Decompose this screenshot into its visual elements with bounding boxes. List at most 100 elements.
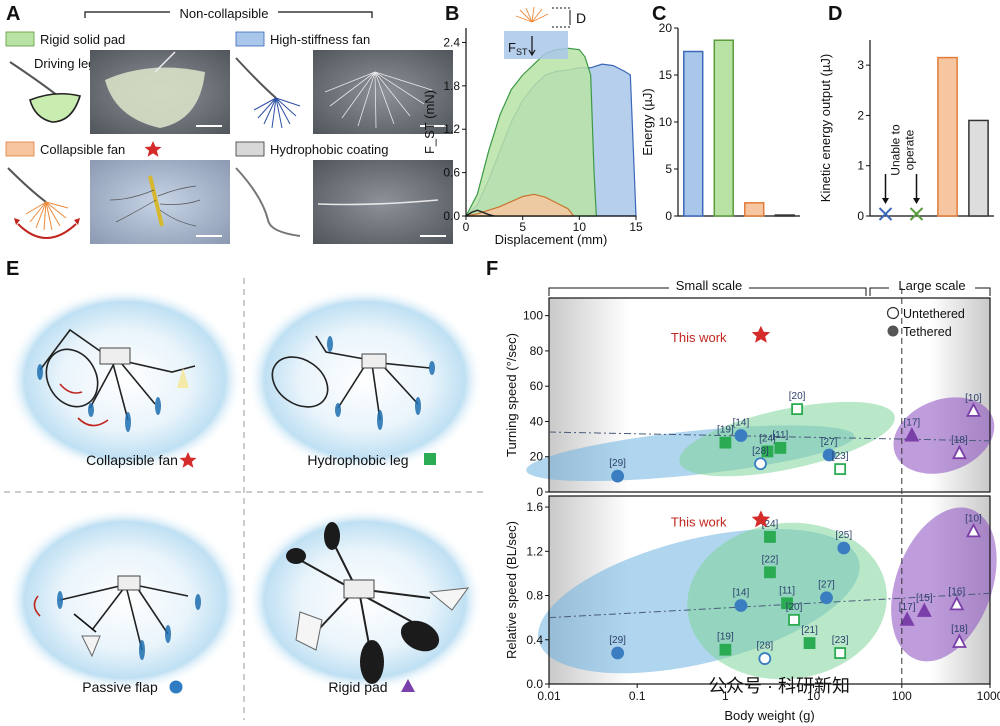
y-tick-label: 0.8 xyxy=(526,589,543,603)
chart-f: 020406080100[29][14][19][24][11][28][20]… xyxy=(504,288,1000,723)
y-tick-label: 15 xyxy=(659,68,673,82)
data-point xyxy=(834,463,847,475)
flap-arrow xyxy=(73,613,97,633)
data-point xyxy=(791,403,803,416)
inset-water xyxy=(504,31,568,59)
point-ref-label: [10] xyxy=(965,393,982,404)
swatch-high-stiffness xyxy=(235,31,265,47)
point-ref-label: [24] xyxy=(762,519,779,530)
photo-fan-bundle xyxy=(148,175,164,227)
label-hydrophobic-leg: Hydrophobic leg xyxy=(307,452,408,468)
triangle-icon xyxy=(401,679,415,692)
y-tick-label: 1.6 xyxy=(526,500,543,514)
y-tick-label: 1.2 xyxy=(526,544,543,558)
point-ref-label: [17] xyxy=(904,418,921,429)
point-ref-label: [19] xyxy=(717,425,734,436)
plot-frame xyxy=(548,495,991,685)
bar xyxy=(713,39,734,217)
photo-high-stiffness-fan xyxy=(313,50,453,134)
data-point xyxy=(764,531,776,543)
pad-shape xyxy=(295,611,323,651)
y-axis-label: Energy (µJ) xyxy=(640,88,655,155)
data-point xyxy=(822,448,836,462)
y-tick-label: 0.4 xyxy=(526,633,543,647)
data-point xyxy=(788,613,800,626)
panel-a: A Non-collapsible Rigid solid pad High-s… xyxy=(5,3,453,244)
schematic-high-stiffness-fan xyxy=(235,57,301,129)
y-axis-label: Turning speed (°/sec) xyxy=(504,333,519,457)
star-icon xyxy=(751,510,771,528)
photo-rigid-pad xyxy=(90,50,230,134)
label-collapsible-fan: Collapsible fan xyxy=(40,142,125,157)
legend-untethered: Untethered xyxy=(903,307,965,321)
water-halo xyxy=(7,508,243,692)
legend-rigid-solid-pad: Rigid solid pad xyxy=(5,31,125,47)
schematic-rigid-pad: Driving leg xyxy=(9,56,95,123)
robot-hydrophobic-leg: Hydrophobic leg xyxy=(247,288,483,472)
x-tick-label: 15 xyxy=(629,220,643,234)
point-ref-label: [19] xyxy=(717,632,734,643)
legend-collapsible-fan: Collapsible fan xyxy=(5,141,162,157)
y-axis-label: F_ST (mN) xyxy=(422,90,437,154)
data-point xyxy=(951,444,967,460)
x-tick-label: 100 xyxy=(892,689,912,703)
leg-line xyxy=(7,167,47,203)
legend-tethered: Tethered xyxy=(903,325,952,339)
y-tick-label: 0.0 xyxy=(526,677,543,691)
label-passive-flap: Passive flap xyxy=(82,679,158,695)
motion-arrow xyxy=(33,595,41,617)
y-tick-label: 1 xyxy=(857,159,864,173)
y-axis-label: Relative speed (BL/sec) xyxy=(504,521,519,659)
data-point xyxy=(761,445,774,458)
motion-arrow xyxy=(17,223,77,239)
y-tick-label: 80 xyxy=(530,344,544,358)
data-point xyxy=(758,652,772,665)
panel-label-f: F xyxy=(486,258,498,280)
robot-passive-flap: Passive flap xyxy=(7,508,243,695)
data-point xyxy=(966,522,981,538)
point-ref-label: [17] xyxy=(899,602,916,613)
series-area-2 xyxy=(465,193,575,217)
inset-d-label: D xyxy=(576,10,586,26)
swatch-collapsible xyxy=(5,141,35,157)
leg-line xyxy=(235,167,301,237)
x-tick-label: 10 xyxy=(807,689,821,703)
point-ref-label: [21] xyxy=(801,625,818,636)
photo-leg xyxy=(317,199,439,206)
data-point xyxy=(966,402,981,417)
y-tick-label: 0 xyxy=(536,485,543,499)
y-tick-label: 20 xyxy=(659,21,673,35)
square-icon xyxy=(424,453,436,465)
x-axis-label: Displacement (mm) xyxy=(495,232,608,247)
chart-c: 0 5 10 15 20 Energy (µJ) xyxy=(640,21,800,223)
point-ref-label: [10] xyxy=(965,513,982,524)
data-point xyxy=(764,566,776,579)
x-tick-label: 5 xyxy=(519,220,526,234)
series-line-3 xyxy=(465,209,495,217)
data-point xyxy=(904,427,920,442)
panel-c: C 0 5 10 15 20 Energy (µJ) xyxy=(640,3,800,223)
x-axis-label: Body weight (g) xyxy=(724,708,814,723)
water-halo xyxy=(7,288,243,472)
point-ref-label: [27] xyxy=(821,437,838,448)
point-ref-label: [29] xyxy=(609,458,626,469)
y-tick-label: 5 xyxy=(665,162,672,176)
point-ref-label: [23] xyxy=(832,635,849,646)
circle-icon xyxy=(169,680,183,694)
cluster-ellipse xyxy=(891,507,997,662)
data-point xyxy=(734,599,748,612)
small-scale-label-bg xyxy=(669,278,749,292)
arrow-heads xyxy=(14,218,80,225)
point-ref-label: [22] xyxy=(762,554,779,565)
data-point xyxy=(803,637,816,649)
data-point xyxy=(719,643,732,656)
data-point xyxy=(611,646,625,660)
data-point xyxy=(734,429,748,442)
data-point xyxy=(951,633,967,648)
x-tick-label: 1 xyxy=(722,689,729,703)
data-point xyxy=(781,597,793,610)
bar xyxy=(937,56,958,217)
point-ref-label: [29] xyxy=(609,635,626,646)
fan-shape xyxy=(177,368,189,388)
